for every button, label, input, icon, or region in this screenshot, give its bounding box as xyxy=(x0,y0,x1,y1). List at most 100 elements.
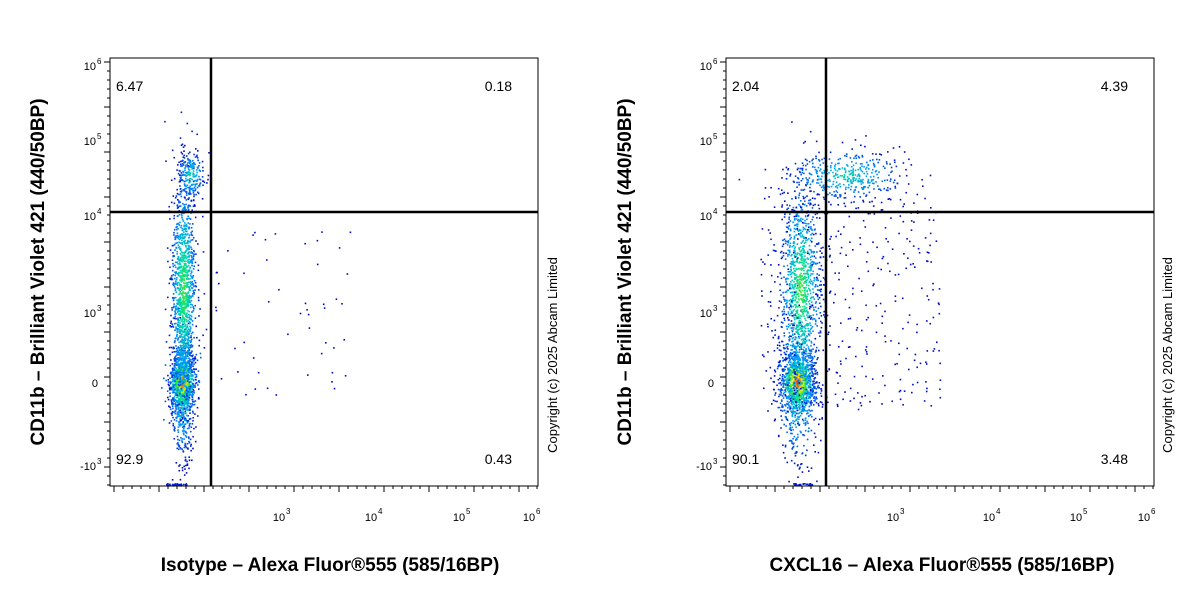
event-dot xyxy=(180,341,182,344)
event-dot xyxy=(191,355,193,358)
event-dot xyxy=(172,274,175,276)
event-dot xyxy=(189,205,192,207)
event-dot xyxy=(186,315,188,317)
event-dot xyxy=(793,379,795,382)
event-dot xyxy=(182,417,185,420)
event-dot xyxy=(190,246,192,249)
event-dot xyxy=(178,201,181,204)
event-dot xyxy=(790,312,792,315)
event-dot xyxy=(192,283,195,286)
event-dot xyxy=(785,412,787,414)
event-dot xyxy=(190,350,193,352)
event-dot xyxy=(185,431,187,433)
event-dot xyxy=(778,395,780,398)
event-dot xyxy=(793,385,795,387)
event-dot xyxy=(799,404,801,406)
event-dot xyxy=(792,299,795,302)
event-dot xyxy=(795,274,798,276)
event-dot xyxy=(794,386,796,389)
event-dot xyxy=(180,401,182,404)
event-dot xyxy=(198,381,201,384)
event-dot xyxy=(808,368,811,370)
event-dot xyxy=(179,297,181,300)
event-dot xyxy=(179,325,181,328)
event-dot xyxy=(172,317,175,319)
event-dot xyxy=(175,327,177,330)
event-dot xyxy=(178,262,181,264)
event-dot xyxy=(191,361,194,364)
event-dot xyxy=(183,157,186,159)
event-dot xyxy=(179,352,182,354)
event-dot xyxy=(178,236,180,238)
event-dot xyxy=(183,433,185,436)
event-dot xyxy=(804,375,806,378)
event-dot xyxy=(790,236,792,239)
event-dot xyxy=(789,363,791,366)
event-dot xyxy=(191,295,194,297)
event-dot xyxy=(821,417,823,419)
event-dot xyxy=(183,282,186,285)
event-dot xyxy=(806,239,809,241)
event-dot xyxy=(797,358,800,361)
event-dot xyxy=(795,357,797,359)
event-dot xyxy=(167,383,170,386)
event-dot xyxy=(182,323,184,326)
event-dot xyxy=(170,420,173,422)
event-dot xyxy=(786,289,789,292)
event-dot xyxy=(175,247,178,249)
event-dot xyxy=(802,339,805,342)
event-dot xyxy=(176,250,178,253)
event-dot xyxy=(175,391,177,394)
event-dot xyxy=(814,376,817,379)
event-dot xyxy=(184,251,186,253)
event-dot xyxy=(187,404,190,407)
event-dot xyxy=(174,381,176,384)
event-dot xyxy=(182,376,184,379)
event-dot xyxy=(173,202,176,205)
event-dot xyxy=(779,374,782,376)
event-dot xyxy=(810,394,813,396)
event-dot xyxy=(186,401,188,403)
event-dot xyxy=(788,382,790,385)
event-dot xyxy=(192,375,194,377)
event-dot xyxy=(179,174,181,176)
event-dot xyxy=(180,424,183,426)
event-dot xyxy=(183,184,186,186)
event-dot xyxy=(196,155,198,158)
event-dot xyxy=(793,411,795,414)
event-dot xyxy=(796,258,798,261)
event-dot xyxy=(798,194,800,196)
event-dot xyxy=(331,371,334,374)
event-dot xyxy=(188,436,190,438)
event-dot xyxy=(803,399,805,402)
event-dot xyxy=(186,397,188,399)
event-dot xyxy=(191,277,193,280)
event-dot xyxy=(793,383,796,386)
event-dot xyxy=(175,483,177,485)
event-dot xyxy=(788,332,791,334)
event-dot xyxy=(182,220,185,222)
event-dot xyxy=(820,305,822,308)
event-dot xyxy=(189,353,191,355)
event-dot xyxy=(820,392,822,395)
event-dot xyxy=(801,396,803,398)
event-dot xyxy=(805,239,807,242)
event-dot xyxy=(815,320,817,323)
event-dot xyxy=(803,368,805,371)
event-dot xyxy=(779,344,781,347)
event-dot xyxy=(189,278,191,280)
event-dot xyxy=(807,277,810,279)
event-dot xyxy=(180,163,182,166)
event-dot xyxy=(791,432,793,435)
event-dot xyxy=(183,180,186,183)
event-dot xyxy=(799,379,802,381)
event-dot xyxy=(180,160,182,163)
event-dot xyxy=(188,187,191,190)
event-dot xyxy=(169,386,171,389)
event-dot xyxy=(179,201,182,203)
event-dot xyxy=(320,352,323,355)
event-dot xyxy=(799,317,801,319)
event-dot xyxy=(194,185,197,187)
event-dot xyxy=(803,398,806,400)
event-dot xyxy=(800,362,802,365)
